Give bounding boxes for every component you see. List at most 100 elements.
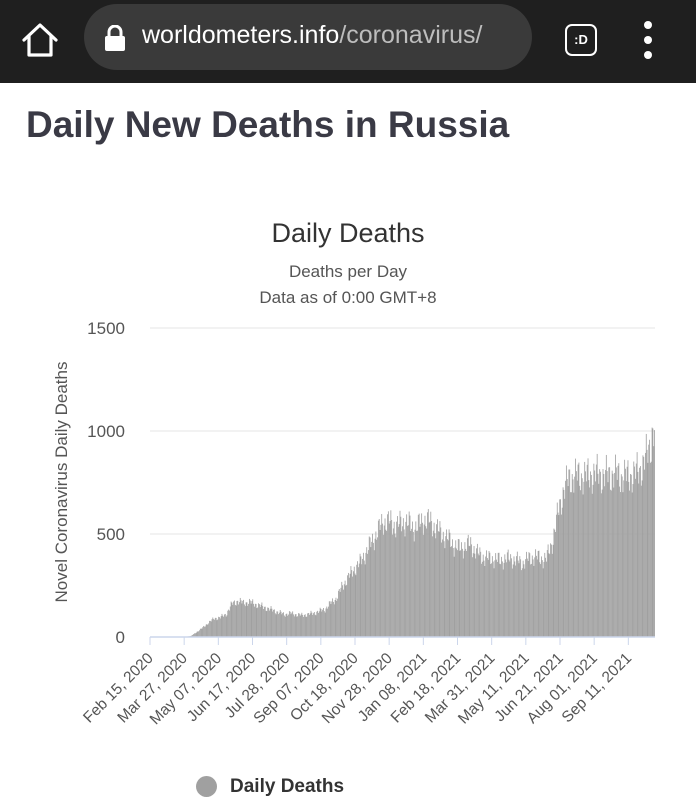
bar[interactable] bbox=[282, 613, 283, 637]
bar[interactable] bbox=[373, 543, 374, 637]
bar[interactable] bbox=[629, 491, 630, 637]
bar[interactable] bbox=[275, 613, 276, 637]
bar[interactable] bbox=[461, 542, 462, 637]
bar[interactable] bbox=[640, 466, 641, 637]
bar[interactable] bbox=[446, 529, 447, 637]
bar[interactable] bbox=[208, 623, 209, 637]
bar[interactable] bbox=[598, 474, 599, 637]
bar[interactable] bbox=[400, 511, 401, 637]
bar[interactable] bbox=[355, 574, 356, 637]
bar[interactable] bbox=[481, 564, 482, 637]
bar[interactable] bbox=[306, 617, 307, 637]
bar[interactable] bbox=[486, 550, 487, 637]
bar[interactable] bbox=[545, 558, 546, 637]
bar[interactable] bbox=[582, 478, 583, 637]
bar[interactable] bbox=[450, 533, 451, 637]
bar[interactable] bbox=[317, 611, 318, 637]
bar[interactable] bbox=[413, 532, 414, 637]
bar[interactable] bbox=[243, 600, 244, 637]
bar[interactable] bbox=[352, 577, 353, 637]
bar[interactable] bbox=[229, 611, 230, 637]
bar[interactable] bbox=[341, 588, 342, 637]
bar[interactable] bbox=[215, 618, 216, 637]
bar[interactable] bbox=[551, 545, 552, 637]
bar[interactable] bbox=[234, 601, 235, 638]
bar[interactable] bbox=[425, 516, 426, 637]
bar[interactable] bbox=[210, 621, 211, 637]
bar[interactable] bbox=[198, 631, 199, 637]
bar[interactable] bbox=[426, 529, 427, 637]
bar[interactable] bbox=[237, 601, 238, 637]
bar[interactable] bbox=[524, 569, 525, 637]
bar[interactable] bbox=[454, 557, 455, 637]
bar[interactable] bbox=[260, 607, 261, 637]
bar[interactable] bbox=[223, 617, 224, 637]
bar[interactable] bbox=[199, 630, 200, 637]
bar[interactable] bbox=[567, 479, 568, 637]
bar[interactable] bbox=[563, 487, 564, 637]
bar[interactable] bbox=[238, 604, 239, 637]
bar[interactable] bbox=[537, 560, 538, 638]
bar[interactable] bbox=[396, 522, 397, 637]
bar[interactable] bbox=[226, 617, 227, 637]
bar[interactable] bbox=[283, 612, 284, 637]
bar[interactable] bbox=[380, 530, 381, 637]
bar[interactable] bbox=[200, 629, 201, 637]
bar[interactable] bbox=[322, 610, 323, 637]
bar[interactable] bbox=[367, 554, 368, 637]
bar[interactable] bbox=[328, 607, 329, 637]
bar[interactable] bbox=[369, 536, 370, 637]
bar[interactable] bbox=[575, 459, 576, 637]
bar[interactable] bbox=[479, 547, 480, 637]
bar[interactable] bbox=[529, 552, 530, 637]
bar[interactable] bbox=[308, 613, 309, 637]
bar[interactable] bbox=[408, 525, 409, 637]
bar[interactable] bbox=[606, 455, 607, 637]
bar[interactable] bbox=[393, 528, 394, 637]
bar[interactable] bbox=[397, 516, 398, 637]
bar[interactable] bbox=[349, 578, 350, 637]
bar[interactable] bbox=[401, 531, 402, 637]
bar[interactable] bbox=[434, 523, 435, 637]
bar[interactable] bbox=[533, 559, 534, 637]
bar[interactable] bbox=[251, 604, 252, 637]
bar[interactable] bbox=[590, 471, 591, 637]
bar[interactable] bbox=[235, 605, 236, 637]
bar[interactable] bbox=[546, 562, 547, 637]
bar[interactable] bbox=[520, 559, 521, 637]
bar[interactable] bbox=[337, 599, 338, 637]
bar[interactable] bbox=[649, 440, 650, 637]
bar[interactable] bbox=[272, 612, 273, 637]
bar[interactable] bbox=[514, 561, 515, 637]
bar[interactable] bbox=[268, 608, 269, 637]
bar[interactable] bbox=[638, 472, 639, 637]
bar[interactable] bbox=[358, 567, 359, 637]
bar[interactable] bbox=[252, 599, 253, 637]
bar[interactable] bbox=[376, 540, 377, 637]
bar[interactable] bbox=[338, 591, 339, 637]
bar[interactable] bbox=[495, 553, 496, 637]
bar[interactable] bbox=[383, 535, 384, 637]
bar[interactable] bbox=[539, 551, 540, 637]
bar[interactable] bbox=[364, 561, 365, 637]
bar[interactable] bbox=[535, 549, 536, 637]
bar[interactable] bbox=[442, 539, 443, 637]
bar[interactable] bbox=[564, 499, 565, 637]
bar[interactable] bbox=[603, 474, 604, 637]
bar[interactable] bbox=[540, 564, 541, 637]
bar[interactable] bbox=[207, 624, 208, 637]
bar[interactable] bbox=[536, 556, 537, 637]
bar[interactable] bbox=[496, 560, 497, 637]
bar[interactable] bbox=[357, 561, 358, 637]
bar[interactable] bbox=[451, 546, 452, 637]
bar[interactable] bbox=[561, 515, 562, 637]
bar[interactable] bbox=[488, 560, 489, 637]
bar[interactable] bbox=[341, 582, 342, 637]
bar[interactable] bbox=[213, 619, 214, 637]
bar[interactable] bbox=[307, 613, 308, 637]
bar[interactable] bbox=[578, 465, 579, 637]
bar[interactable] bbox=[287, 616, 288, 637]
bar[interactable] bbox=[563, 490, 564, 637]
bar[interactable] bbox=[363, 553, 364, 637]
bar[interactable] bbox=[214, 620, 215, 637]
